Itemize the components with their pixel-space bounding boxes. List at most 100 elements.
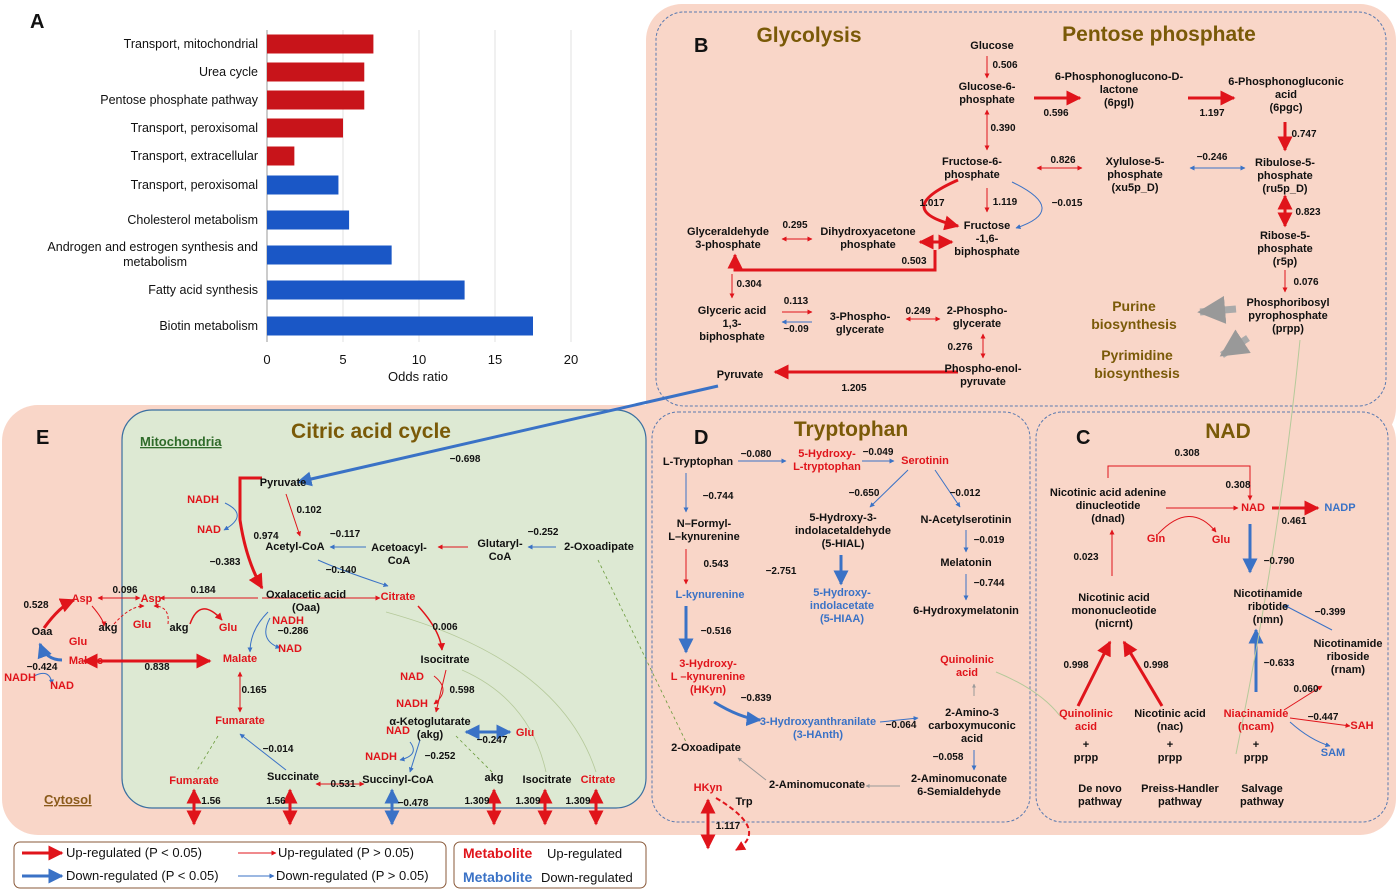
metabolite-plus2: + prpp <box>1158 739 1183 764</box>
fold-change-label: 0.304 <box>736 279 761 290</box>
fold-change-label: −2.751 <box>766 566 797 577</box>
biosynthesis-pyrimidine-line: Pyrimidine <box>1101 347 1173 363</box>
metabolite-nad_e3-line: NAD <box>400 671 424 683</box>
metabolite-nicrnt: Nicotinic acid mononucleotide (nicrnt) <box>1072 592 1157 630</box>
legend: Up-regulated (P < 0.05) Up-regulated (P … <box>13 841 647 889</box>
fold-change-label: −0.064 <box>886 720 917 731</box>
metabolite-3pg-line: 3-Phospho- <box>830 311 891 323</box>
fold-change-label: 0.276 <box>947 342 972 353</box>
metabolite-akg4: akg <box>170 622 189 634</box>
legend-down-sig: Down-regulated (P < 0.05) <box>66 868 219 883</box>
metabolite-sam-line: SAM <box>1321 747 1345 759</box>
metabolite-r5p: Ribose-5-phosphate (r5p) <box>1257 230 1313 268</box>
metabolite-ser: Serotinin <box>901 455 949 467</box>
metabolite-rnam-line: (rnam) <box>1331 664 1366 676</box>
metabolite-dhap-line: Dihydroxyacetone <box>820 226 915 238</box>
fold-change-label: −0.058 <box>933 752 964 763</box>
metabolite-dnad-line: (dnad) <box>1091 513 1125 525</box>
metabolite-nfk-line: N–Formyl- <box>677 518 732 530</box>
metabolite-asp2-line: Asp <box>141 593 162 605</box>
metabolite-akg2: akg <box>485 772 504 784</box>
biosynthesis-pyrimidine: Pyrimidine biosynthesis <box>1094 347 1180 381</box>
metabolite-xu5p: Xylulose-5-phosphate (xu5p_D) <box>1106 156 1165 194</box>
metabolite-pyr_e: Pyruvate <box>260 477 306 489</box>
metabolite-preiss-line: pathway <box>1158 796 1203 808</box>
metabolite-nfk: N–Formyl-L–kynurenine <box>668 518 740 543</box>
metabolite-2oa_e: 2-Oxoadipate <box>564 541 634 553</box>
fold-change-label: −0.744 <box>703 491 734 502</box>
category-label-line: Cholesterol metabolism <box>127 213 258 227</box>
metabolite-glu_c: Glu <box>1212 534 1230 546</box>
metabolite-fbp-line: -1,6- <box>976 233 999 245</box>
metabolite-preiss-line: Preiss-Handler <box>1141 783 1219 795</box>
metabolite-nadh_e1-line: NADH <box>187 494 219 506</box>
x-tick-label: 0 <box>263 352 270 367</box>
fold-change-label: 0.823 <box>1295 207 1320 218</box>
metabolite-3pg-line: glycerate <box>836 324 884 336</box>
fold-change-label: 0.308 <box>1225 480 1250 491</box>
bar-transport-extracellular <box>267 146 295 166</box>
fold-change-label: −0.015 <box>1052 198 1083 209</box>
category-label-line: Transport, peroxisomal <box>131 178 258 192</box>
odds-ratio-bar-chart: 0 5 10 15 20 Transport, mitochondrial Urea cyc… <box>47 30 578 384</box>
category-label: Biotin metabolism <box>159 319 258 333</box>
category-label: Fatty acid synthesis <box>148 283 258 297</box>
fold-change-label: −0.252 <box>425 751 456 762</box>
metabolite-quin_c-line: Quinolinic <box>1059 708 1113 720</box>
fold-change-label: −0.140 <box>326 565 357 576</box>
metabolite-mal: Malate <box>223 653 257 665</box>
metabolite-plus1-line: + <box>1083 739 1089 751</box>
metabolite-g6p-line: Glucose-6- <box>959 81 1016 93</box>
metabolite-pep: Phospho-enol-pyruvate <box>945 363 1022 388</box>
metabolite-trp: L-Tryptophan <box>663 456 734 468</box>
metabolite-ncam: Niacinamide (ncam) <box>1224 708 1289 733</box>
metabolite-akg-line: (akg) <box>417 729 444 741</box>
fold-change-label: 0.503 <box>901 256 926 267</box>
fold-change-label: 0.096 <box>112 585 137 596</box>
metabolite-3pg: 3-Phospho-glycerate <box>830 311 891 336</box>
fold-change-label: 0.076 <box>1293 277 1318 288</box>
metabolite-sam: SAM <box>1321 747 1345 759</box>
panel-b-border <box>655 11 1387 407</box>
metabolite-2ams-line: 2-Aminomuconate <box>911 773 1007 785</box>
fold-change-label: 1.197 <box>1199 108 1224 119</box>
fold-change-label: −0.014 <box>263 744 294 755</box>
fold-change-label: 1.309 <box>464 796 489 807</box>
metabolite-prpp-line: pyrophosphate <box>1248 310 1327 322</box>
metabolite-6pgc-line: (6pgc) <box>1270 102 1303 114</box>
metabolite-glu_c-line: Glu <box>1212 534 1230 546</box>
metabolite-asp1-line: Asp <box>72 593 93 605</box>
metabolite-fum: Fumarate <box>215 715 265 727</box>
metabolite-gcoa-line: CoA <box>489 551 512 563</box>
metabolite-prpp-line: Phosphoribosyl <box>1246 297 1329 309</box>
metabolite-oaa2-line: Oaa <box>32 626 54 638</box>
compartment-cytosol: Cytosol <box>44 792 92 807</box>
panel-b-background <box>646 4 1396 444</box>
metabolite-r5p-line: Ribose-5- <box>1260 230 1310 242</box>
metabolite-3hk-line: 3-Hydroxy- <box>679 658 737 670</box>
legend-metabolite-down-text: Down-regulated <box>541 870 633 885</box>
metabolite-mal2-line: Malate <box>69 655 103 667</box>
metabolite-prpp-line: (prpp) <box>1272 323 1304 335</box>
metabolite-3hk-line: (HKyn) <box>690 684 726 696</box>
fold-change-label: −0.049 <box>863 447 894 458</box>
fold-change-label: 0.006 <box>432 622 457 633</box>
fold-change-label: 0.461 <box>1281 516 1306 527</box>
fold-change-label: 1.56 <box>201 796 221 807</box>
metabolite-nicrnt-line: (nicrnt) <box>1095 618 1133 630</box>
metabolite-f6p-line: Fructose-6- <box>942 156 1002 168</box>
metabolite-nad5-line: NAD <box>50 680 74 692</box>
metabolite-pyr_b: Pyruvate <box>717 369 763 381</box>
category-label-line: Fatty acid synthesis <box>148 283 258 297</box>
metabolite-5hiaa-line: 5-Hydroxy- <box>813 587 871 599</box>
metabolite-pyr_b-line: Pyruvate <box>717 369 763 381</box>
fold-change-label: 1.119 <box>993 197 1018 208</box>
metabolite-5hial-line: indolacetaldehyde <box>795 525 891 537</box>
fold-change-label: −0.080 <box>741 449 772 460</box>
metabolite-succ: Succinate <box>267 771 319 783</box>
metabolite-nadh_e1: NADH <box>187 494 219 506</box>
metabolite-nadh_e3-line: NADH <box>396 698 428 710</box>
fold-change-label: 0.060 <box>1293 684 1318 695</box>
metabolite-gcoa-line: Glutaryl- <box>477 538 523 550</box>
metabolite-6hm-line: 6-Hydroxymelatonin <box>913 605 1019 617</box>
